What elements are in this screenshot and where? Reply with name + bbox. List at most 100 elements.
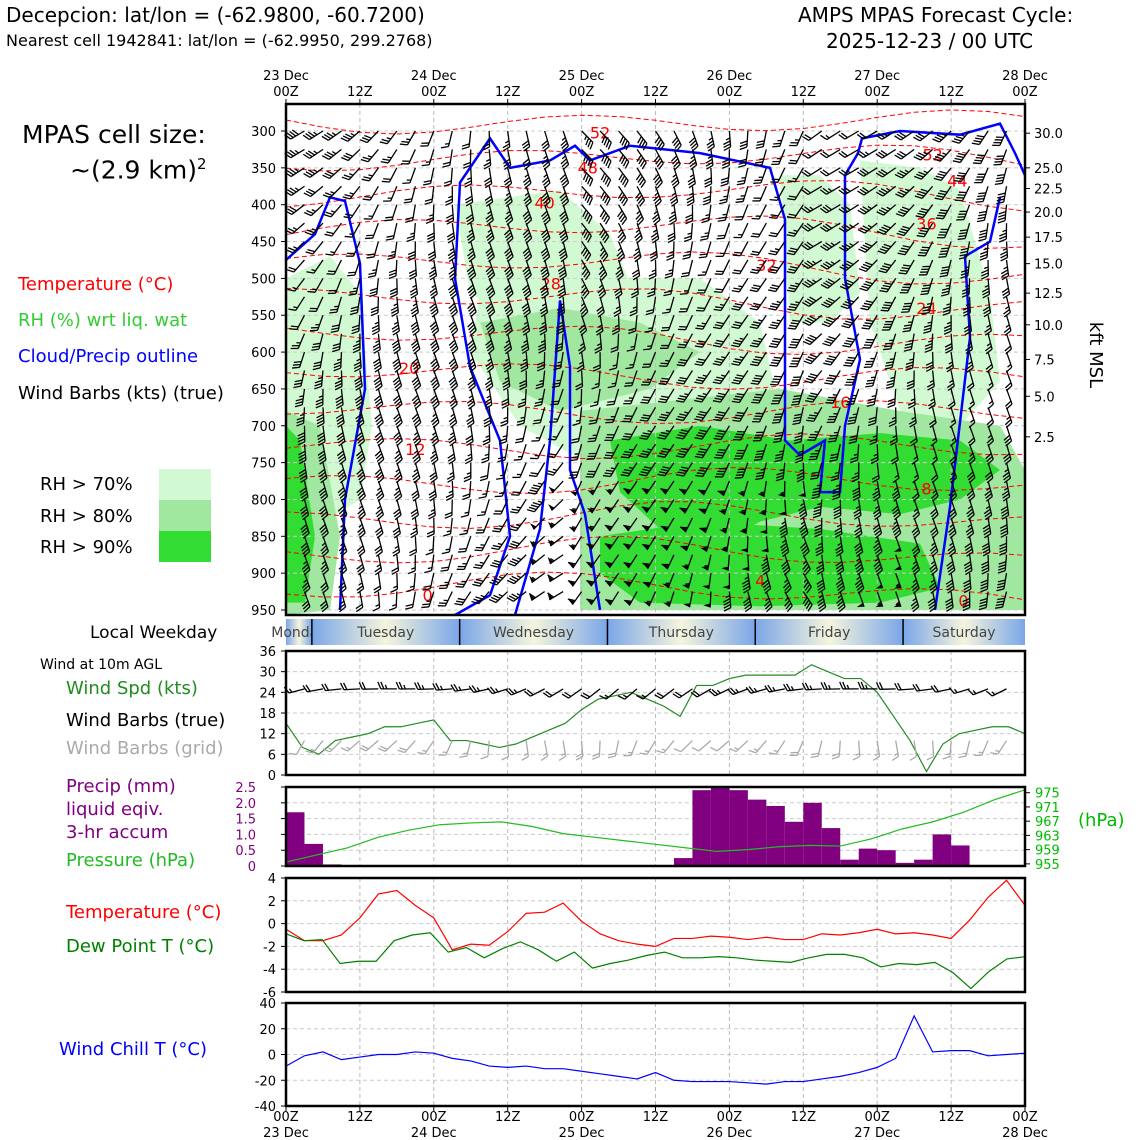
wind-barb: [372, 333, 381, 354]
barb-full: [304, 211, 312, 217]
barb-full: [430, 308, 438, 315]
barb-full: [446, 214, 454, 219]
barb-full: [430, 342, 438, 349]
wind-barb: [390, 573, 399, 593]
barb-full: [294, 379, 303, 383]
barb-full: [351, 327, 360, 332]
barb-full: [467, 401, 475, 407]
barb-full: [332, 345, 341, 350]
barb-half: [376, 563, 381, 568]
barb-half: [618, 228, 623, 233]
wind-barb: [448, 259, 457, 281]
barb-full: [318, 505, 326, 512]
barb-full: [485, 247, 492, 254]
barb-full: [298, 468, 306, 475]
barb-full: [490, 596, 499, 602]
barb-full: [297, 432, 305, 437]
wind-barb: [430, 407, 440, 429]
barb-full: [390, 588, 398, 593]
barb-full: [430, 395, 437, 402]
barb-full: [305, 152, 313, 158]
barb-full: [520, 367, 528, 373]
barb-half: [372, 269, 377, 272]
barb-full: [497, 459, 506, 463]
barb-full: [354, 379, 362, 385]
barb-full: [330, 308, 338, 311]
barb-full: [405, 603, 414, 607]
barb-full: [401, 140, 409, 143]
barb-full: [343, 174, 352, 179]
barb-half: [348, 173, 354, 176]
wind-barb: [305, 241, 324, 255]
wind-barb: [508, 517, 527, 532]
barb-half: [487, 229, 492, 233]
barb-half: [524, 174, 529, 178]
barb-full: [286, 132, 294, 139]
barb-full: [515, 440, 523, 444]
wind-barb: [381, 167, 398, 183]
wind-barb: [474, 536, 490, 552]
barb-full: [305, 171, 313, 177]
barb-full: [332, 342, 341, 347]
wind-barb: [316, 407, 325, 428]
wind-barb: [547, 517, 564, 529]
barb-full: [355, 413, 363, 420]
wind-barb: [493, 499, 509, 515]
wind-barb: [324, 222, 342, 237]
barb-full: [333, 361, 342, 366]
barb-half: [444, 581, 449, 584]
barb-full: [448, 256, 456, 263]
barb-full: [338, 490, 346, 497]
barb-full: [429, 493, 437, 499]
barb-full: [358, 474, 365, 481]
wind-barb: [567, 554, 583, 569]
barb-half: [450, 413, 455, 418]
barb-full: [302, 603, 310, 610]
barb-half: [313, 150, 318, 154]
wind-barb: [865, 370, 878, 388]
wind-barb: [369, 278, 380, 298]
barb-full: [513, 458, 522, 461]
wind-barb: [357, 499, 366, 521]
barb-full: [501, 398, 509, 403]
barb-full: [481, 456, 489, 461]
barb-full: [457, 550, 466, 553]
wind-barb: [392, 517, 402, 539]
wind-barb: [367, 259, 380, 278]
wind-barb: [356, 462, 366, 484]
barb-full: [789, 365, 797, 368]
barb-full: [485, 321, 492, 328]
wind-barb: [373, 388, 384, 410]
wind-barb: [460, 499, 472, 518]
wind-barb: [374, 443, 385, 465]
barb-half: [412, 303, 417, 307]
barb-full: [485, 232, 493, 239]
barb-full: [290, 325, 299, 328]
wind-barb: [421, 149, 435, 167]
barb-full: [374, 379, 382, 386]
barb-half: [368, 215, 373, 218]
barb-full: [393, 532, 401, 539]
wind-barb: [520, 333, 530, 355]
barb-full: [449, 290, 457, 297]
wind-barb: [819, 167, 841, 177]
barb-full: [308, 169, 316, 175]
barb-full: [326, 231, 334, 235]
barb-full: [493, 513, 502, 515]
barb-full: [465, 435, 473, 441]
barb-full: [412, 361, 419, 368]
barb-full: [363, 176, 372, 180]
barb-half: [395, 468, 400, 473]
wind-barb: [448, 333, 459, 355]
wind-barb: [300, 517, 310, 539]
barb-full: [467, 361, 475, 368]
barb-full: [306, 209, 314, 215]
barb-half: [522, 358, 528, 362]
wind-barb: [682, 241, 694, 260]
barb-full: [370, 306, 379, 311]
barb-half: [497, 542, 503, 546]
barb-full: [445, 201, 453, 206]
barb-full: [499, 438, 507, 442]
barb-full: [339, 606, 346, 613]
barb-full: [331, 327, 339, 331]
